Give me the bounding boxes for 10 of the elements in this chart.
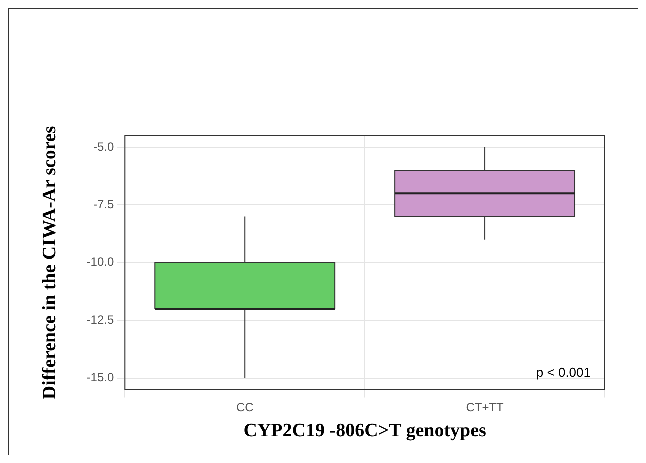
annotation: p < 0.001 <box>536 364 591 380</box>
y-tick-label: -15.0 <box>86 370 114 385</box>
y-tick-label: -12.5 <box>86 312 114 327</box>
x-tick-label: CT+TT <box>466 400 505 414</box>
x-axis-title: CYP2C19 -806C>T genotypes <box>244 420 486 442</box>
y-tick-label: -10.0 <box>86 255 114 270</box>
y-tick-label: -7.5 <box>93 198 114 212</box>
x-tick-label: CC <box>236 400 254 414</box>
y-axis-title: Difference in the CIWA-Ar scores <box>39 126 60 400</box>
y-tick-label: -5.0 <box>93 140 114 154</box>
